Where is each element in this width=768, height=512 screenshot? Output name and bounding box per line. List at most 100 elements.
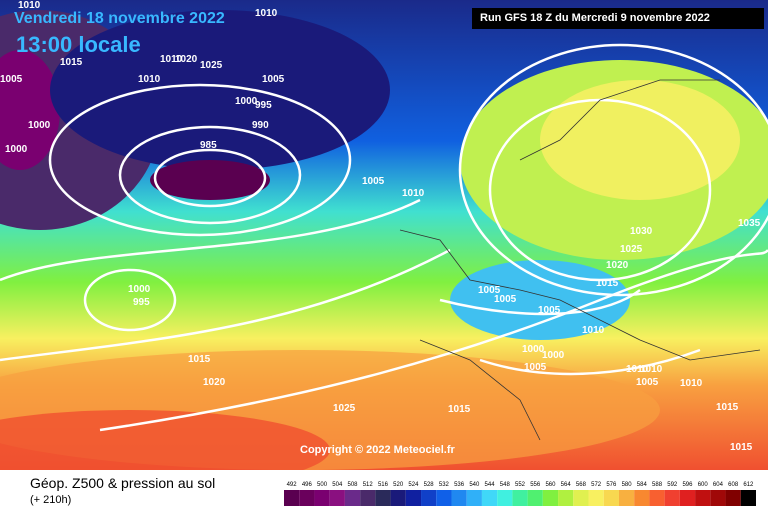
isobar-label: 1010 xyxy=(138,74,161,85)
scale-tick-label: 524 xyxy=(408,482,419,488)
scale-tick-label: 540 xyxy=(469,482,480,488)
isobar-label: 1020 xyxy=(175,54,198,65)
isobar-label: 1015 xyxy=(596,278,619,289)
scale-swatch xyxy=(299,490,315,506)
scale-tick-label: 556 xyxy=(530,482,541,488)
scale-tick-label: 600 xyxy=(698,482,709,488)
weather-map: 1010 1010 1015 1010 1020 1025 1010 1005 … xyxy=(0,0,768,470)
isobar-label: 1015 xyxy=(60,57,83,68)
scale-tick-label: 588 xyxy=(652,482,663,488)
scale-swatch xyxy=(710,490,726,506)
scale-swatch xyxy=(314,490,330,506)
isobar-label: 1000 xyxy=(5,144,28,155)
isobar-label: 1025 xyxy=(200,60,223,71)
scale-tick-label: 504 xyxy=(332,482,343,488)
legend-subtitle: (+ 210h) xyxy=(30,494,72,506)
isobar-label: 1010 xyxy=(18,0,41,11)
isobar-label: 1010 xyxy=(402,188,425,199)
isobars xyxy=(0,43,768,432)
isobar-label: 1015 xyxy=(188,354,211,365)
scale-swatch xyxy=(634,490,650,506)
isobar-label: 1035 xyxy=(738,218,761,229)
color-scale: 492 496 500 504 508 512 516 520 524 528 532 536 540 5… xyxy=(284,482,756,506)
scale-tick-label: 568 xyxy=(576,482,587,488)
isobar-label: 1015 xyxy=(716,402,739,413)
scale-swatch xyxy=(497,490,513,506)
scale-tick-label: 584 xyxy=(637,482,648,488)
isobar-label: 1010 xyxy=(640,364,663,375)
isobar-label: 1000 xyxy=(128,284,151,295)
isobar-label: 1015 xyxy=(448,404,471,415)
scale-tick-label: 512 xyxy=(363,482,374,488)
isobar-label: 1030 xyxy=(630,226,653,237)
scale-swatch xyxy=(618,490,635,506)
scale-tick-label: 564 xyxy=(561,482,572,488)
isobar-label: 1025 xyxy=(333,403,356,414)
scale-swatch xyxy=(375,490,391,506)
isobar-label: 1000 xyxy=(28,120,51,131)
scale-swatch xyxy=(664,490,680,506)
scale-tick-label: 516 xyxy=(378,482,389,488)
isobar-label: 1000 xyxy=(522,344,545,355)
scale-tick-label: 492 xyxy=(287,482,298,488)
scale-swatch xyxy=(329,490,345,506)
isobar-label: 1005 xyxy=(538,305,561,316)
isobar-label: 1000 xyxy=(542,350,565,361)
scale-swatch xyxy=(558,490,574,506)
coastlines xyxy=(399,79,761,441)
isobar-label: 1000 xyxy=(235,96,258,107)
isobar-label: 1010 xyxy=(626,364,649,375)
scale-swatch xyxy=(360,490,376,506)
legend-title: Géop. Z500 & pression au sol xyxy=(30,475,216,491)
scale-swatch xyxy=(725,490,741,506)
isobar-label: 995 xyxy=(133,297,150,308)
scale-tick-label: 548 xyxy=(500,482,511,488)
isobar-label: 1010 xyxy=(160,54,183,65)
isobar-label: 1015 xyxy=(730,442,753,453)
scale-swatch xyxy=(284,490,300,506)
scale-tick-label: 592 xyxy=(667,482,678,488)
scale-swatch xyxy=(512,490,528,506)
scale-tick-label: 500 xyxy=(317,482,328,488)
isobar-label: 1005 xyxy=(478,285,501,296)
isobar-label: 1020 xyxy=(606,260,629,271)
scale-swatch xyxy=(451,490,467,506)
scale-tick-label: 576 xyxy=(606,482,617,488)
scale-tick-label: 496 xyxy=(302,482,313,488)
scale-swatch xyxy=(421,490,437,506)
scale-tick-label: 572 xyxy=(591,482,602,488)
isobar-label: 1005 xyxy=(0,74,23,85)
isobar-label: 1005 xyxy=(636,377,659,388)
pressure-labels: 1010 1010 1015 1010 1020 1025 1010 1005 … xyxy=(0,0,761,453)
scale-swatch xyxy=(527,490,543,506)
scale-tick-label: 580 xyxy=(622,482,633,488)
isobar-label: 1010 xyxy=(582,325,605,336)
scale-swatch xyxy=(603,490,619,506)
scale-tick-label: 612 xyxy=(743,482,754,488)
run-info-banner: Run GFS 18 Z du Mercredi 9 novembre 2022 xyxy=(472,8,764,29)
low-north xyxy=(50,10,390,170)
scale-swatch xyxy=(679,490,696,506)
scale-tick-label: 528 xyxy=(424,482,435,488)
scale-swatch xyxy=(436,490,452,506)
scale-tick-label: 560 xyxy=(545,482,556,488)
isobar-label: 1005 xyxy=(524,362,547,373)
scale-swatch xyxy=(344,490,361,506)
warm-southwest xyxy=(0,410,330,470)
scale-swatch xyxy=(573,490,589,506)
forecast-date: Vendredi 18 novembre 2022 xyxy=(14,10,225,27)
scale-swatch xyxy=(481,490,498,506)
scale-swatch xyxy=(466,490,482,506)
scale-swatch xyxy=(542,490,559,506)
isobar-label: 990 xyxy=(252,120,269,131)
scale-swatch xyxy=(649,490,665,506)
scale-tick-label: 508 xyxy=(348,482,359,488)
isobar-label: 1005 xyxy=(494,294,517,305)
isobar-label: 1005 xyxy=(262,74,285,85)
scale-swatch xyxy=(588,490,604,506)
scale-swatch xyxy=(405,490,422,506)
low-center-core xyxy=(150,160,270,200)
isobar-label: 1010 xyxy=(255,8,278,19)
scale-tick-label: 536 xyxy=(454,482,465,488)
